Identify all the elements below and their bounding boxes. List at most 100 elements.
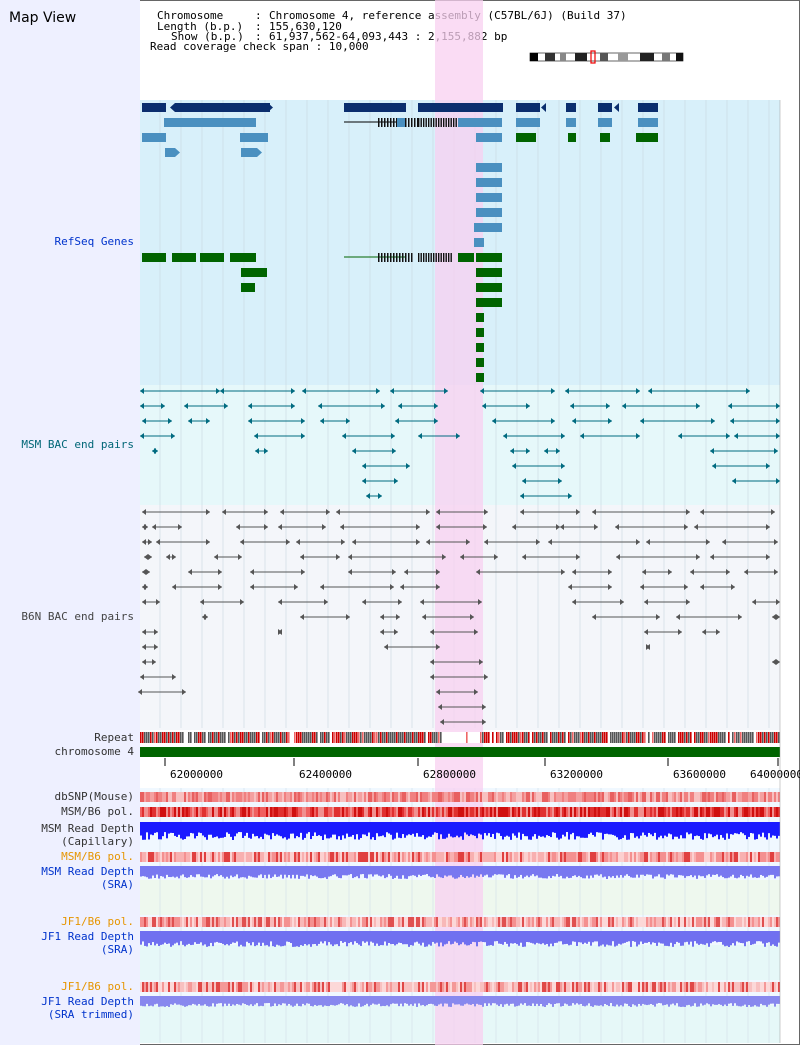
msm-sra-depth-bar <box>606 866 608 879</box>
jf1-trim-depth-bar <box>372 996 374 1004</box>
msm-pol-cell <box>246 807 248 817</box>
gene-block <box>240 133 268 142</box>
msm-bac-pair-end <box>398 403 402 409</box>
b6n-bac-pair-end <box>142 659 146 665</box>
msm-pol-sra-cell <box>384 852 386 862</box>
jf1-b6-pol-label[interactable]: JF1/B6 pol. <box>61 915 134 928</box>
msm-capillary-depth-bar <box>674 822 676 837</box>
jf1-sra-depth-bar <box>188 931 190 944</box>
msm-b6-pol-sra-label[interactable]: MSM/B6 pol. <box>61 850 134 863</box>
dbsnp-cell <box>488 792 490 802</box>
dbsnp-cell <box>744 792 746 802</box>
b6n-bac-pair-end <box>400 584 404 590</box>
jf1-b6-pol-trim-label[interactable]: JF1/B6 pol. <box>61 980 134 993</box>
msm-pol-sra-cell <box>352 852 354 862</box>
msm-bac-pair-end <box>561 433 565 439</box>
msm-pol-sra-cell <box>314 852 316 862</box>
show-label: Show (b.p.) <box>171 30 244 43</box>
jf1-sra-depth-bar <box>264 931 266 946</box>
jf1-sra-depth-bar <box>268 931 270 947</box>
msm-pol-sra-cell <box>426 852 428 862</box>
msm-sra-depth-bar <box>458 866 460 878</box>
repeat-element <box>706 732 708 743</box>
msm-pol-cell <box>248 807 250 817</box>
jf1-read-depth-trim-label[interactable]: JF1 Read Depth <box>41 995 134 1008</box>
msm-capillary-depth-bar <box>568 822 570 840</box>
jf1-sra-depth-bar <box>234 931 236 943</box>
msm-bac-pair-end <box>161 403 165 409</box>
repeat-element <box>214 732 216 743</box>
jf1-sra-depth-bar <box>462 931 464 943</box>
jf1-pol-trim-cell <box>618 982 620 992</box>
repeat-element <box>776 732 778 743</box>
b6n-bac-pair-end <box>144 524 148 530</box>
msm-bac-pair-end <box>512 463 516 469</box>
jf1-pol-trim-cell <box>192 982 194 992</box>
dbsnp-cell <box>454 792 456 802</box>
jf1-trim-depth-bar <box>180 996 182 1006</box>
jf1-pol-trim-cell <box>596 982 598 992</box>
jf1-trim-depth-bar <box>664 996 666 1005</box>
jf1-read-depth-sra-label[interactable]: JF1 Read Depth <box>41 930 134 943</box>
msm-capillary-depth-bar <box>338 822 340 837</box>
b6n-bac-label[interactable]: B6N BAC end pairs <box>21 610 134 623</box>
jf1-sra-depth-bar <box>590 931 592 946</box>
msm-pol-cell <box>466 807 468 817</box>
msm-sra-depth-bar <box>156 866 158 875</box>
msm-sra-depth-bar <box>682 866 684 876</box>
msm-read-depth-sra-label[interactable]: MSM Read Depth <box>41 865 134 878</box>
jf1-trim-depth-bar <box>456 996 458 1005</box>
msm-pol-sra-cell <box>748 852 750 862</box>
repeat-element <box>202 732 204 743</box>
jf1-trim-depth-bar <box>734 996 736 1004</box>
b6n-bac-pair-end <box>684 584 688 590</box>
msm-sra-depth-bar <box>714 866 716 875</box>
jf1-sra-depth-bar <box>600 931 602 946</box>
msm-bac-pair-end <box>254 433 258 439</box>
dbsnp-cell <box>484 792 486 802</box>
msm-pol-cell <box>210 807 212 817</box>
jf1-pol-cell <box>250 917 252 927</box>
dbsnp-cell <box>162 792 164 802</box>
jf1-sra-depth-bar <box>362 931 364 942</box>
msm-pol-sra-cell <box>268 852 270 862</box>
jf1-pol-trim-cell <box>578 982 580 992</box>
repeat-element <box>160 732 162 743</box>
msm-pol-cell <box>652 807 654 817</box>
jf1-pol-trim-cell <box>724 982 726 992</box>
jf1-sra-depth-bar <box>768 931 770 943</box>
jf1-trim-depth-bar <box>288 996 290 1004</box>
dbsnp-cell <box>616 792 618 802</box>
jf1-sra-depth-bar <box>638 931 640 945</box>
msm-b6-pol-label[interactable]: MSM/B6 pol. <box>61 805 134 818</box>
msm-sra-depth-bar <box>176 866 178 877</box>
b6n-bac-pair-end <box>416 524 420 530</box>
msm-capillary-depth-bar <box>152 822 154 836</box>
dbsnp-cell <box>362 792 364 802</box>
jf1-pol-trim-cell <box>766 982 768 992</box>
dbsnp-cell <box>766 792 768 802</box>
msm-pol-sra-cell <box>408 852 410 862</box>
jf1-sra-depth-bar <box>226 931 228 945</box>
jf1-trim-depth-bar <box>290 996 292 1006</box>
b6n-bac-pair-end <box>572 599 576 605</box>
jf1-pol-cell <box>702 917 704 927</box>
msm-bac-pair-end <box>712 463 716 469</box>
dbsnp-label[interactable]: dbSNP(Mouse) <box>54 790 134 803</box>
jf1-pol-trim-cell <box>414 982 416 992</box>
repeat-element <box>702 732 704 743</box>
jf1-sra-depth-bar <box>280 931 282 947</box>
b6n-bac-pair-end <box>142 629 146 635</box>
msm-pol-cell <box>640 807 642 817</box>
dbsnp-cell <box>188 792 190 802</box>
msm-pol-sra-cell <box>152 852 154 862</box>
refseq-genes-label[interactable]: RefSeq Genes <box>54 235 134 248</box>
msm-pol-cell <box>456 807 458 817</box>
msm-sra-depth-bar <box>538 866 540 878</box>
msm-bac-label[interactable]: MSM BAC end pairs <box>21 438 134 451</box>
msm-bac-pair-end <box>776 403 780 409</box>
msm-pol-cell <box>520 807 522 817</box>
msm-read-depth-cap-label[interactable]: MSM Read Depth <box>41 822 134 835</box>
jf1-pol-trim-cell <box>304 982 306 992</box>
